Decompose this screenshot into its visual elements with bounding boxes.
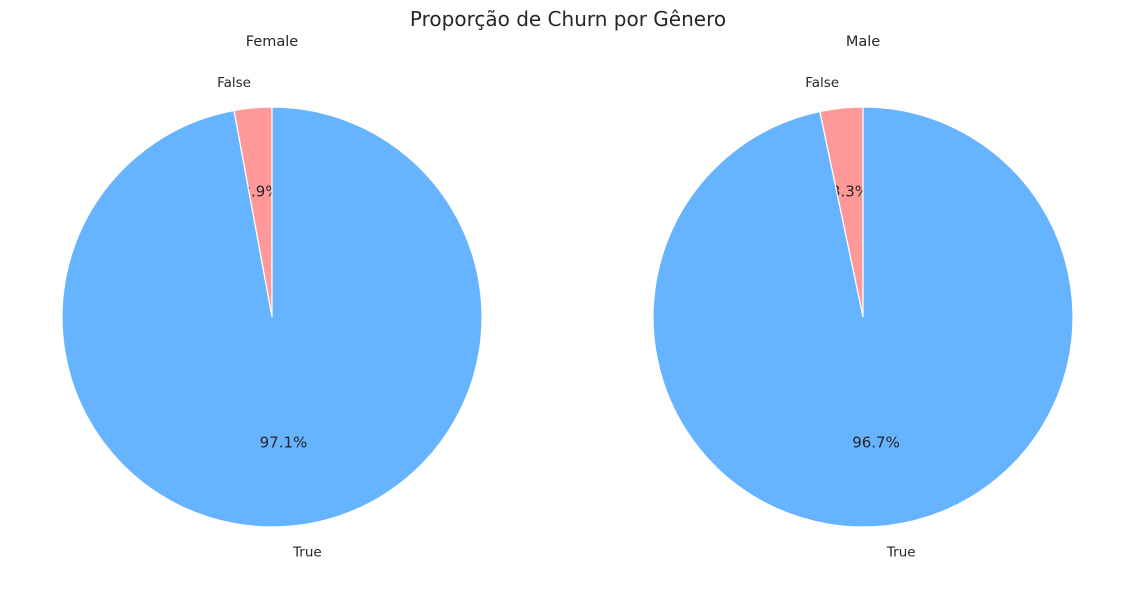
- pie-slice-true: [652, 106, 1074, 528]
- percent-label: 97.1%: [260, 433, 308, 451]
- percent-label: 3.3%: [831, 183, 869, 201]
- figure-title: Proporção de Churn por Gênero: [409, 7, 727, 31]
- slice-label: False: [805, 75, 839, 91]
- subplot-title: Female: [246, 34, 299, 50]
- pie-slice-true: [61, 106, 483, 528]
- subplot-title: Male: [846, 34, 880, 50]
- slice-label: True: [886, 544, 916, 560]
- slice-label: False: [217, 75, 251, 91]
- slice-label: True: [292, 545, 322, 561]
- pie-chart-male: Male False 3.3% True 96.7%: [652, 34, 1074, 560]
- pie-chart-female: Female False 2.9% True 97.1%: [61, 34, 483, 561]
- percent-label: 2.9%: [241, 183, 279, 201]
- percent-label: 96.7%: [852, 433, 900, 451]
